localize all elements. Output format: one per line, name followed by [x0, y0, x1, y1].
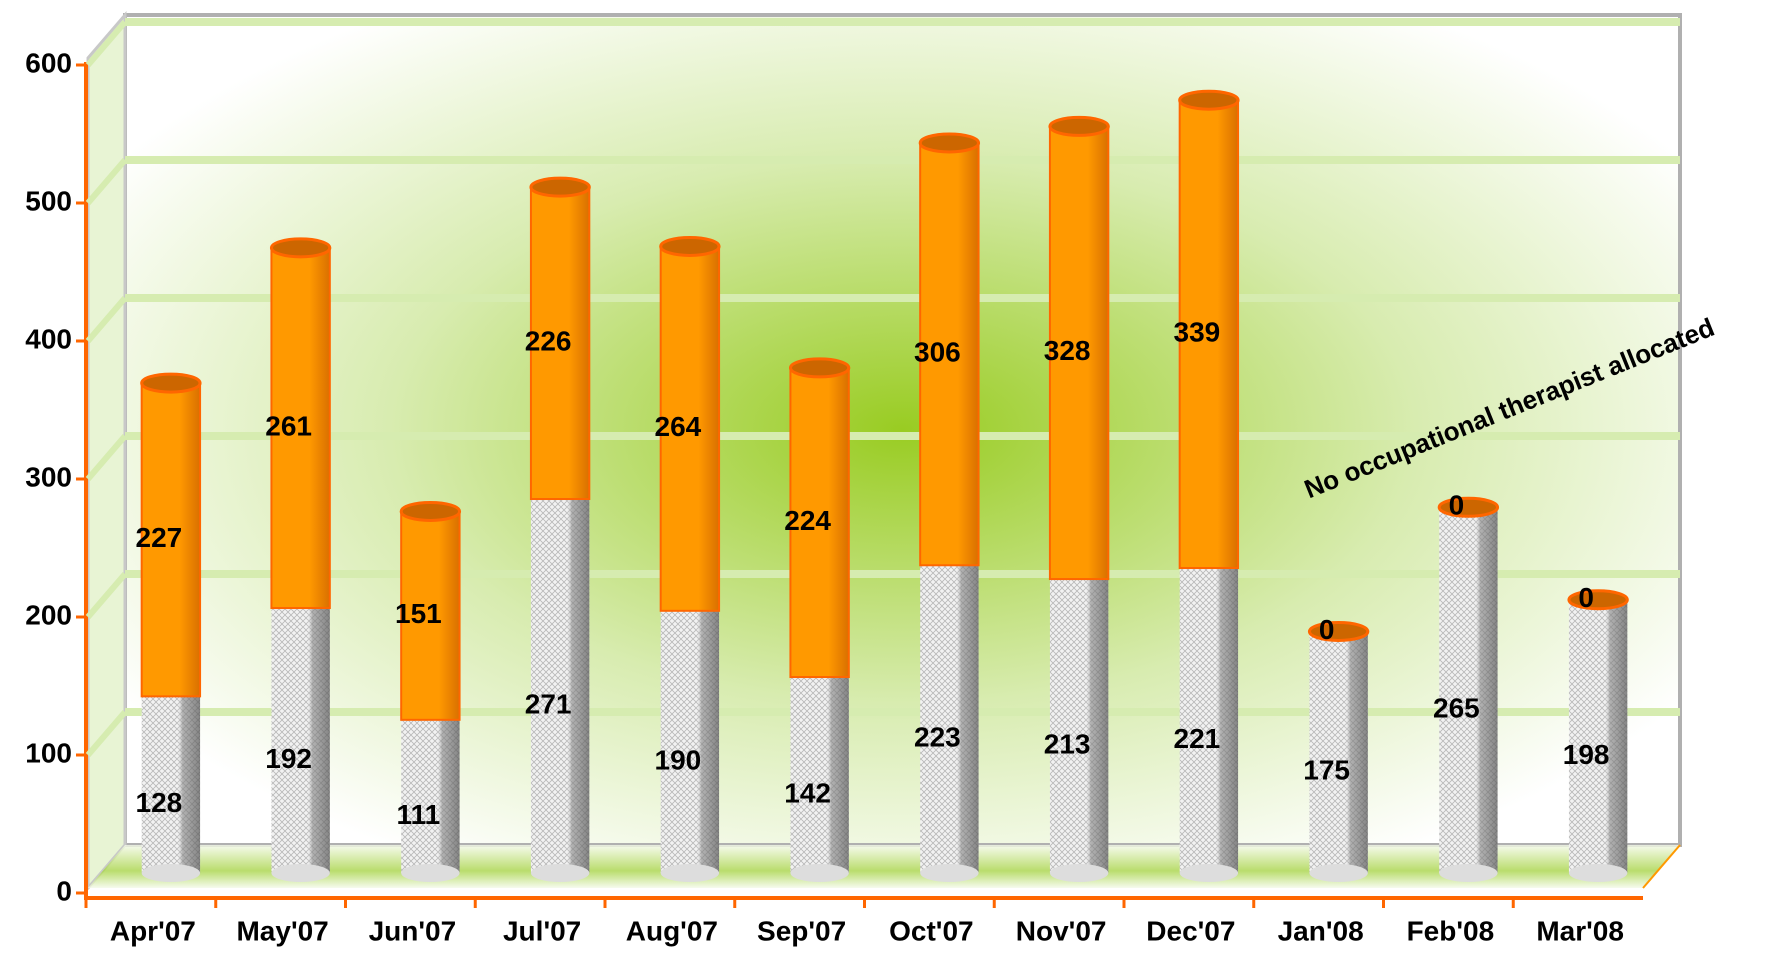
bar-cap [788, 357, 851, 379]
grid-line-side [85, 572, 128, 619]
bar-cap [918, 132, 981, 154]
bar-base [401, 864, 460, 882]
y-tick-label: 600 [25, 47, 72, 78]
x-tick-label: Oct'07 [889, 915, 973, 946]
data-label: 142 [784, 777, 831, 808]
data-label: 175 [1303, 755, 1350, 786]
bar-segment [270, 246, 331, 610]
bar-base [141, 864, 201, 882]
bar-cap [140, 372, 202, 394]
bar-cap [399, 500, 462, 522]
bar-base [1309, 864, 1368, 882]
data-label: 190 [655, 744, 702, 775]
bar-segment [400, 510, 461, 721]
grid-line-side [85, 158, 128, 205]
bar-cap [659, 235, 721, 257]
data-label: 221 [1174, 723, 1221, 754]
bar-shade [1049, 579, 1109, 873]
y-tick-label: 100 [25, 737, 72, 768]
x-tick-label: Mar'08 [1536, 915, 1624, 946]
data-label: 226 [525, 325, 572, 356]
data-label: 223 [914, 722, 961, 753]
bar-shade [271, 608, 330, 873]
bar-base [790, 864, 849, 882]
data-label: 198 [1563, 739, 1610, 770]
data-label: 192 [265, 743, 312, 774]
data-label: 224 [784, 505, 831, 536]
x-tick-label: Apr'07 [110, 915, 196, 946]
data-label: 213 [1044, 728, 1091, 759]
bar-base [530, 864, 590, 882]
bar-base [1568, 864, 1628, 882]
y-tick-label: 200 [25, 599, 72, 630]
y-tick-label: 0 [56, 875, 72, 906]
bar-base [271, 864, 330, 882]
data-label: 128 [136, 787, 183, 818]
bar-cap [1178, 89, 1240, 111]
bar-base [1179, 864, 1239, 882]
x-tick-label: Feb'08 [1407, 915, 1495, 946]
data-label: 111 [397, 799, 441, 830]
x-tick-label: Jan'08 [1278, 915, 1364, 946]
x-tick-label: Aug'07 [626, 915, 718, 946]
data-label: 227 [136, 522, 183, 553]
data-label: 261 [265, 410, 312, 441]
bar-shade [1309, 631, 1368, 873]
bar-shade [660, 610, 720, 873]
bar-shade [401, 719, 460, 873]
data-label: 265 [1433, 693, 1480, 724]
bar-cap [1307, 621, 1370, 642]
bar-segment [1048, 125, 1110, 581]
grid-line-side [85, 20, 128, 67]
data-label: 264 [655, 411, 702, 442]
bar-cap [1437, 496, 1500, 518]
bar-cap [1567, 589, 1629, 611]
bar-base [1049, 864, 1109, 882]
x-tick-label: Dec'07 [1146, 915, 1235, 946]
bar-shade [530, 499, 590, 873]
bar-shade [1568, 599, 1628, 873]
bar-cap [529, 176, 591, 198]
y-tick-label: 300 [25, 461, 72, 492]
bar-segment [789, 366, 850, 679]
bar-segment [1178, 99, 1240, 570]
bar-shade [1439, 507, 1498, 873]
bar-segment [140, 382, 202, 698]
x-tick-label: Jun'07 [369, 915, 457, 946]
bar-segment [659, 245, 721, 612]
bar-segment [529, 186, 591, 501]
data-label: 271 [525, 688, 572, 719]
bar-base [1439, 864, 1498, 882]
x-tick-label: May'07 [236, 915, 328, 946]
grid-line-side [85, 710, 128, 757]
data-label: 0 [1578, 582, 1594, 613]
side-wall [86, 10, 127, 893]
y-tick-label: 500 [25, 185, 72, 216]
data-label: 0 [1449, 490, 1465, 521]
bar-base [660, 864, 720, 882]
bar-shade [141, 696, 201, 873]
data-label: 151 [395, 598, 442, 629]
x-tick-label: Sep'07 [757, 915, 846, 946]
data-label: 306 [914, 337, 961, 368]
x-tick-label: Nov'07 [1016, 915, 1107, 946]
bar-segment [919, 141, 980, 567]
bar-base [920, 864, 979, 882]
y-tick-label: 400 [25, 323, 72, 354]
x-tick-label: Jul'07 [503, 915, 581, 946]
floor [88, 845, 1680, 888]
data-label: 0 [1319, 614, 1335, 645]
bar-shade [1179, 568, 1239, 873]
bar-shade [790, 677, 849, 873]
floor-edge [1642, 844, 1681, 889]
data-label: 339 [1174, 317, 1221, 348]
bar-cap [1048, 115, 1110, 137]
data-label: 328 [1044, 335, 1091, 366]
grid-line-side [85, 434, 128, 481]
bar-shade [920, 565, 979, 873]
bar-cap [269, 237, 332, 259]
grid-line-side [85, 296, 128, 343]
